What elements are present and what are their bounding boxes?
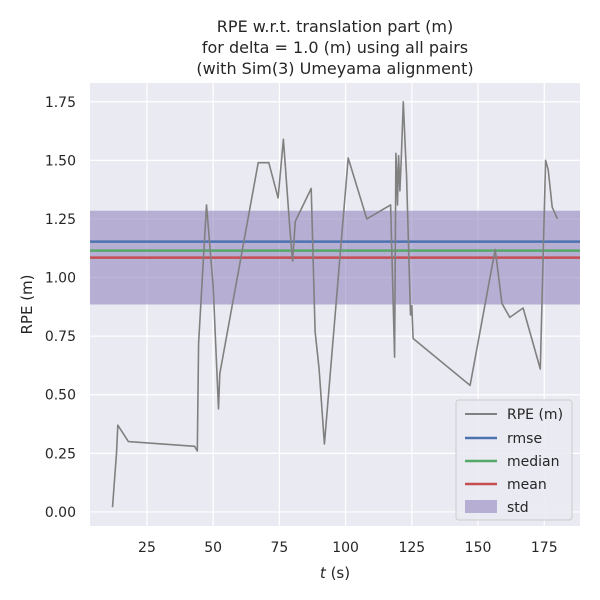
x-axis-label-variable: t xyxy=(320,564,327,582)
legend: RPE (m) rmse median mean std xyxy=(455,399,573,521)
legend-mean-label: mean xyxy=(507,477,547,493)
x-tick-label-0: 25 xyxy=(138,540,156,556)
y-tick-label-3: 0.75 xyxy=(45,329,76,345)
y-tick-label-1: 0.25 xyxy=(45,446,76,462)
statistic-lines xyxy=(90,240,580,259)
x-axis-label: t (s) xyxy=(320,564,350,582)
y-tick-label-5: 1.25 xyxy=(45,212,76,228)
chart-title-line-2: for delta = 1.0 (m) using all pairs xyxy=(202,38,468,57)
y-tick-labels: 0.00 0.25 0.50 0.75 1.00 1.25 1.50 1.75 xyxy=(45,95,76,521)
legend-box xyxy=(455,399,573,521)
x-tick-label-4: 125 xyxy=(398,540,425,556)
x-tick-label-6: 175 xyxy=(531,540,558,556)
rpe-series-line xyxy=(111,101,559,508)
x-tick-label-1: 50 xyxy=(204,540,222,556)
x-tick-label-2: 75 xyxy=(270,540,288,556)
y-axis-label: RPE (m) xyxy=(18,274,36,334)
x-tick-label-3: 100 xyxy=(332,540,359,556)
x-tick-labels: 25 50 75 100 125 150 175 xyxy=(138,540,558,556)
legend-median-label: median xyxy=(507,454,559,470)
chart-title-line-3: (with Sim(3) Umeyama alignment) xyxy=(196,59,473,78)
y-tick-label-0: 0.00 xyxy=(45,505,76,521)
legend-rmse-label: rmse xyxy=(507,431,542,447)
chart-title: RPE w.r.t. translation part (m) for delt… xyxy=(196,17,473,78)
grid-lines xyxy=(90,83,580,526)
y-tick-label-6: 1.50 xyxy=(45,153,76,169)
legend-rpe-label: RPE (m) xyxy=(507,407,563,423)
x-axis-label-unit: (s) xyxy=(326,564,350,582)
x-tick-label-5: 150 xyxy=(465,540,492,556)
legend-std-label: std xyxy=(507,500,529,516)
y-tick-label-4: 1.00 xyxy=(45,271,76,287)
chart-title-line-1: RPE w.r.t. translation part (m) xyxy=(217,17,453,36)
legend-std-swatch xyxy=(465,500,497,513)
y-tick-label-2: 0.50 xyxy=(45,388,76,404)
y-tick-label-7: 1.75 xyxy=(45,95,76,111)
